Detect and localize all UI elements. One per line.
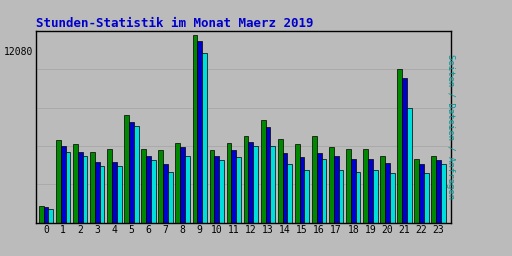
Bar — [283, 153, 287, 223]
Bar — [56, 140, 61, 223]
Bar — [185, 156, 190, 223]
Bar — [134, 126, 139, 223]
Bar — [219, 160, 224, 223]
Bar — [436, 160, 441, 223]
Bar — [95, 162, 100, 223]
Bar — [253, 146, 258, 223]
Bar — [363, 149, 368, 223]
Bar — [305, 170, 309, 223]
Bar — [322, 159, 326, 223]
Bar — [82, 156, 88, 223]
Bar — [73, 144, 78, 223]
Bar — [368, 159, 373, 223]
Bar — [244, 136, 248, 223]
Bar — [373, 170, 377, 223]
Bar — [100, 166, 104, 223]
Bar — [176, 143, 180, 223]
Bar — [380, 156, 385, 223]
Bar — [346, 149, 351, 223]
Bar — [329, 147, 334, 223]
Bar — [390, 173, 395, 223]
Bar — [49, 209, 53, 223]
Y-axis label: Seiten / Dateien / Anfragen: Seiten / Dateien / Anfragen — [446, 54, 455, 199]
Bar — [312, 136, 317, 223]
Bar — [317, 153, 322, 223]
Bar — [124, 115, 129, 223]
Bar — [266, 127, 270, 223]
Bar — [300, 157, 305, 223]
Bar — [356, 172, 360, 223]
Bar — [107, 149, 112, 223]
Bar — [39, 206, 44, 223]
Bar — [163, 164, 168, 223]
Bar — [397, 69, 402, 223]
Bar — [334, 156, 338, 223]
Bar — [193, 35, 197, 223]
Bar — [441, 164, 446, 223]
Bar — [278, 139, 283, 223]
Bar — [158, 150, 163, 223]
Bar — [209, 150, 215, 223]
Bar — [231, 150, 236, 223]
Bar — [424, 173, 429, 223]
Bar — [78, 152, 82, 223]
Bar — [129, 122, 134, 223]
Bar — [351, 159, 356, 223]
Bar — [432, 156, 436, 223]
Text: Stunden-Statistik im Monat Maerz 2019: Stunden-Statistik im Monat Maerz 2019 — [36, 17, 313, 29]
Bar — [44, 207, 49, 223]
Bar — [419, 164, 424, 223]
Bar — [338, 170, 344, 223]
Bar — [66, 152, 70, 223]
Bar — [236, 157, 241, 223]
Bar — [90, 152, 95, 223]
Bar — [151, 160, 156, 223]
Bar — [227, 143, 231, 223]
Bar — [287, 164, 292, 223]
Bar — [270, 146, 275, 223]
Bar — [215, 156, 219, 223]
Bar — [402, 78, 407, 223]
Bar — [61, 146, 66, 223]
Bar — [197, 41, 202, 223]
Bar — [414, 159, 419, 223]
Bar — [261, 120, 266, 223]
Bar — [117, 166, 121, 223]
Bar — [202, 54, 207, 223]
Bar — [168, 172, 173, 223]
Bar — [141, 149, 146, 223]
Bar — [248, 142, 253, 223]
Bar — [180, 147, 185, 223]
Bar — [385, 163, 390, 223]
Bar — [407, 108, 412, 223]
Bar — [112, 162, 117, 223]
Bar — [295, 144, 300, 223]
Bar — [146, 156, 151, 223]
